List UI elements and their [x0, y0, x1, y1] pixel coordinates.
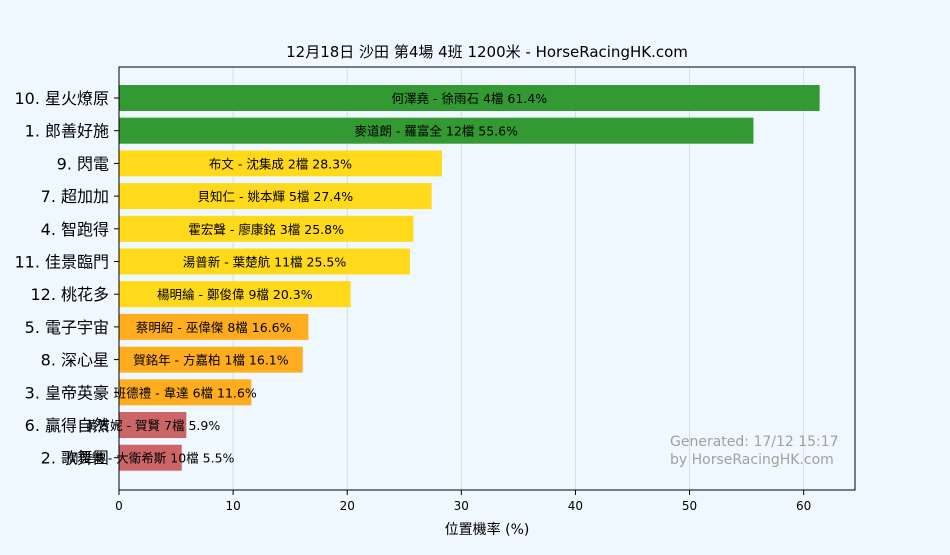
- bar: [119, 215, 414, 242]
- x-tick-label: 20: [340, 499, 355, 513]
- y-tick-label: 7. 超加加: [41, 187, 109, 206]
- bar-label: 何澤堯 - 徐雨石 4檔 61.4%: [392, 91, 548, 106]
- y-tick-label: 1. 郎善好施: [25, 122, 109, 141]
- y-tick-label: 6. 贏得自然: [25, 416, 109, 435]
- bar-label: 貝知仁 - 姚本輝 5檔 27.4%: [198, 189, 354, 204]
- bar: [119, 412, 187, 438]
- bar: [119, 346, 303, 373]
- bar-label: 霍宏聲 - 廖康銘 3檔 25.8%: [188, 222, 344, 237]
- bar: [119, 444, 182, 471]
- watermark-generated: Generated: 17/12 15:17: [670, 434, 839, 450]
- bar: [119, 281, 351, 308]
- bar-labels: 何澤堯 - 徐雨石 4檔 61.4% 麥道朗 - 羅富全 12檔 55.6% 布文 …: [66, 91, 547, 466]
- x-tick-label: 0: [115, 499, 123, 513]
- chart-title: 12月18日 沙田 第4場 4班 1200米 - HorseRacingHK.c…: [286, 43, 688, 61]
- x-tick-label: 10: [225, 499, 240, 513]
- x-tick-label: 40: [568, 499, 583, 513]
- bar-label: 湯普新 - 葉楚航 11檔 25.5%: [183, 255, 347, 270]
- bar: [119, 150, 442, 177]
- bar-label: 楊明綸 - 鄭俊偉 9檔 20.3%: [157, 287, 313, 302]
- x-axis: 0 10 20 30 40 50 60: [115, 490, 811, 513]
- plot-frame: [118, 66, 856, 491]
- bar: [119, 117, 754, 144]
- bar: [119, 313, 309, 340]
- bar-label: 班德禮 - 韋達 6檔 11.6%: [114, 385, 257, 400]
- bar: [119, 379, 252, 406]
- y-tick-label: 10. 星火燎原: [14, 89, 109, 108]
- bar: [119, 183, 432, 210]
- x-tick-label: 30: [454, 499, 469, 513]
- y-axis: 10. 星火燎原 1. 郎善好施 9. 閃電 7. 超加加 4. 智跑得 11. 佳景臨門…: [14, 89, 119, 468]
- x-tick-label: 60: [796, 499, 811, 513]
- bar: [119, 85, 820, 111]
- y-tick-label: 2. 歌舞團: [41, 449, 109, 468]
- watermark-site: by HorseRacingHK.com: [670, 452, 834, 468]
- bar-label: 賀銘年 - 方嘉柏 1檔 16.1%: [133, 353, 289, 368]
- bar: [119, 248, 410, 275]
- bars: [119, 85, 820, 471]
- y-tick-label: 12. 桃花多: [30, 285, 109, 304]
- bar-label: 周俊樂 - 大衛希斯 10檔 5.5%: [66, 451, 234, 466]
- x-axis-label: 位置機率 (%): [445, 521, 530, 538]
- y-tick-label: 3. 皇帝英豪: [25, 383, 109, 402]
- y-tick-label: 5. 電子宇宙: [25, 318, 109, 337]
- bar-label: 蔡明紹 - 巫偉傑 8檔 16.6%: [136, 320, 292, 335]
- bar-label: 麥道朗 - 羅富全 12檔 55.6%: [354, 124, 518, 139]
- y-tick-label: 4. 智跑得: [41, 220, 109, 239]
- x-tick-label: 50: [682, 499, 697, 513]
- y-tick-label: 9. 閃電: [57, 154, 109, 173]
- y-tick-label: 11. 佳景臨門: [14, 253, 109, 272]
- y-tick-label: 8. 深心星: [41, 351, 109, 370]
- bar-label: 布文 - 沈集成 2檔 28.3%: [209, 156, 352, 171]
